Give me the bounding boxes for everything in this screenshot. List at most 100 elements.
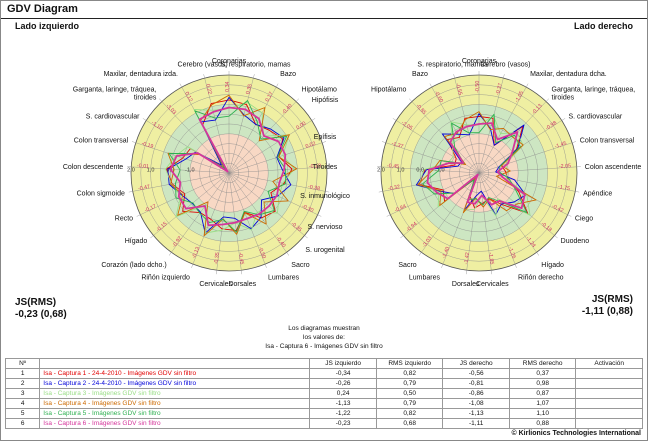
grid-spoke (228, 172, 267, 268)
grid-spoke (228, 83, 279, 174)
table-header-cell: JS izquierdo (309, 358, 377, 369)
table-cell: -1,13 (309, 398, 377, 409)
sector-value-label: 0,17 (265, 91, 275, 103)
js-rms-right: JS(RMS) -1,11 (0,88) (582, 294, 633, 318)
sector-label: Coronarias (462, 58, 497, 65)
sector-label: Apéndice (583, 190, 612, 197)
grid-spoke (478, 172, 558, 239)
sector-value-label: -0,42 (551, 204, 565, 215)
sector-value-label: 0,12 (183, 91, 193, 103)
grid-spoke (228, 166, 331, 174)
radar-chart-left: 2,0 1,0 0,0 -1,0 0,34 0,35 0,17 -0,40 0,00 0,02 -0… (63, 58, 337, 288)
sector-label: Colon ascendente (585, 164, 642, 171)
sector-label: Cerebro (vasos) (178, 61, 228, 68)
table-cell: 3 (4, 388, 41, 399)
sector-label: Cervicales (199, 281, 232, 288)
table-cell: 0,68 (375, 418, 444, 429)
sector-label: Colon transversal (580, 138, 635, 145)
sector-label: Corazón (lado dcho.) (101, 262, 166, 269)
capture-name-cell[interactable]: Isa - Captura 1 - 24-4-2010 - Imágenes G… (39, 368, 311, 379)
sector-label: Colon transversal (74, 138, 129, 145)
table-cell: 0,79 (375, 398, 444, 409)
grid-spoke (418, 172, 480, 256)
sector-value-label: -2,05 (400, 120, 413, 132)
sector-value-label: -0,45 (387, 163, 399, 170)
sector-label: Recto (115, 216, 133, 223)
table-cell: 1 (4, 368, 41, 379)
sector-label: Lumbares (409, 275, 441, 282)
axis-tick-label: 1,0 (397, 168, 405, 174)
sector-label-shared: Hipófisis (311, 97, 339, 104)
sector-label: S. cardiovascular (568, 114, 622, 121)
sector-label-shared: S. inmunológico (300, 193, 350, 200)
table-row[interactable]: 5 Isa - Captura 5 - Imágenes GDV sin filt… (4, 408, 643, 419)
table-header-cell: JS derecho (442, 358, 510, 369)
axis-tick-label: 2,0 (377, 168, 385, 174)
table-cell (575, 398, 643, 409)
table-row[interactable]: 4 Isa - Captura 4 - Imágenes GDV sin filt… (4, 398, 643, 409)
axis-tick-label: 0,0 (416, 168, 424, 174)
sector-label: Garganta, laringe, tráquea, tiroides (73, 87, 157, 102)
sector-label: Ciego (575, 216, 593, 223)
js-rms-left-value: -0,23 (0,68) (15, 309, 67, 320)
table-header-cell (39, 358, 311, 369)
capture-name-cell[interactable]: Isa - Captura 4 - Imágenes GDV sin filtr… (39, 398, 311, 409)
capture-name-cell[interactable]: Isa - Captura 3 - Imágenes GDV sin filtr… (39, 388, 311, 399)
sector-label: Riñón derecho (518, 275, 564, 282)
series-polygon (166, 99, 293, 232)
sector-value-label: -0,30 (301, 204, 315, 215)
table-cell: 0,82 (375, 368, 444, 379)
sector-value-label: -1,45 (554, 141, 567, 150)
table-cell: -0,56 (442, 368, 510, 379)
right-panel-title: Lado derecho (573, 21, 633, 31)
table-cell: -1,08 (442, 398, 510, 409)
sector-label-shared: S. nervioso (307, 224, 343, 231)
table-row[interactable]: 6 Isa - Captura 6 - Imágenes GDV sin filt… (4, 418, 643, 429)
capture-name-cell[interactable]: Isa - Captura 6 - Imágenes GDV sin filtr… (39, 418, 311, 429)
sector-value-label: -0,47 (138, 184, 151, 192)
table-cell: -1,11 (442, 418, 510, 429)
sector-value-label: -0,35 (213, 252, 220, 265)
table-row[interactable]: 2 Isa - Captura 2 - 24-4-2010 - Imágenes … (4, 378, 643, 389)
sector-label: Bazo (412, 71, 428, 78)
table-cell (575, 408, 643, 419)
axis-tick-label: 0,0 (166, 168, 174, 174)
table-cell: 6 (4, 418, 41, 429)
sector-value-label: 0,22 (204, 83, 212, 95)
table-header-cell: Activación (575, 358, 643, 369)
table-cell (575, 388, 643, 399)
sector-label: S. respiratorio, mamas (220, 61, 291, 68)
sector-value-label: -0,32 (388, 184, 401, 192)
grid-spoke (228, 172, 322, 217)
sector-label: Hígado (541, 262, 564, 269)
grid-spoke (191, 172, 230, 268)
grid-spoke (168, 172, 230, 256)
sector-label: S. cardiovascular (86, 114, 140, 121)
sector-value-label: -1,24 (525, 236, 537, 249)
table-cell: 4 (4, 398, 41, 409)
table-cell (575, 418, 643, 429)
grid-spoke (131, 141, 230, 174)
sector-label: Bazo (280, 71, 296, 78)
grid-spoke (228, 74, 255, 174)
sector-value-label: -0,19 (141, 141, 154, 150)
table-row[interactable]: 1 Isa - Captura 1 - 24-4-2010 - Imágenes … (4, 368, 643, 379)
sector-value-label: -0,13 (191, 246, 201, 259)
title-divider (1, 18, 647, 19)
grid-spoke (386, 172, 480, 217)
sector-value-label: -0,64 (394, 204, 408, 215)
sector-value-label: -0,98 (545, 120, 558, 132)
js-rms-right-value: -1,11 (0,88) (581, 306, 633, 317)
grid-spoke (429, 83, 480, 174)
sector-label: Cerebro (vasos) (480, 61, 530, 68)
capture-name-cell[interactable]: Isa - Captura 2 - 24-4-2010 - Imágenes G… (39, 378, 311, 389)
capture-name-cell[interactable]: Isa - Captura 5 - Imágenes GDV sin filtr… (39, 408, 311, 419)
table-cell: 0,79 (375, 378, 444, 389)
sector-value-label: -0,37 (495, 83, 504, 96)
caption-line3: Isa - Captura 6 - Imágenes GDV sin filtr… (265, 343, 383, 350)
grid-spoke (203, 74, 230, 174)
sector-value-label: 0,02 (305, 141, 317, 150)
table-header-cell: RMS izquierdo (375, 358, 444, 369)
table-row[interactable]: 3 Isa - Captura 3 - Imágenes GDV sin filt… (4, 388, 643, 399)
table-header-cell: Nº (4, 358, 41, 369)
